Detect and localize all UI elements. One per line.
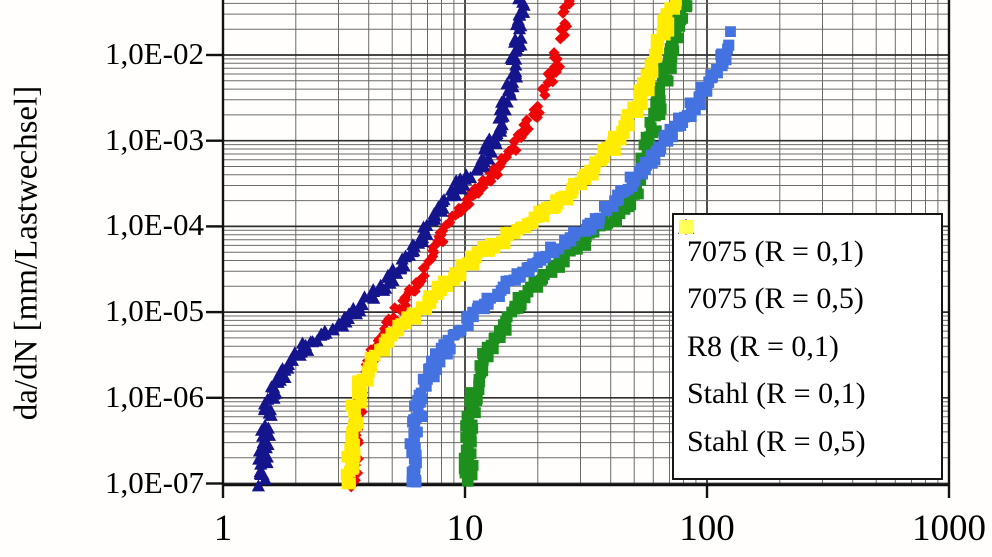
legend-square-icon	[679, 220, 693, 234]
y-tick-label: 1,0E-04	[104, 207, 204, 242]
y-tick-label: 1,0E-07	[104, 465, 204, 500]
legend: 7075 (R = 0,1) 7075 (R = 0,5) R8 (R = 0,1)…	[672, 213, 943, 480]
legend-item: R8 (R = 0,1)	[679, 220, 937, 364]
y-axis-title: da/dN [mm/Lastwechsel]	[8, 85, 45, 421]
legend-item-label: 7075 (R = 0,5)	[687, 282, 864, 315]
legend-item-label: 7075 (R = 0,1)	[687, 234, 864, 268]
x-tick-label: 10	[446, 508, 484, 549]
x-tick-label: 100	[679, 508, 735, 549]
legend-item-label: Stahl (R = 0,5)	[687, 424, 866, 458]
y-tick-label: 1,0E-03	[104, 122, 204, 157]
y-tick-label: 1,0E-05	[104, 293, 204, 328]
legend-item: Stahl (R = 0,1)	[679, 220, 937, 411]
x-tick-label: 1	[213, 508, 233, 549]
y-tick-label: 1,0E-02	[104, 36, 204, 71]
series-markers	[345, 0, 576, 493]
legend-item: Stahl (R = 0,5)	[679, 220, 937, 459]
y-tick-label: 1,0E-06	[104, 379, 204, 414]
legend-item: 7075 (R = 0,5)	[678, 219, 937, 316]
legend-item-label: R8 (R = 0,1)	[687, 329, 839, 363]
legend-item-label: Stahl (R = 0,1)	[687, 377, 866, 410]
x-tick-label: 1000	[912, 508, 986, 549]
legend-item: 7075 (R = 0,1)	[679, 219, 937, 269]
